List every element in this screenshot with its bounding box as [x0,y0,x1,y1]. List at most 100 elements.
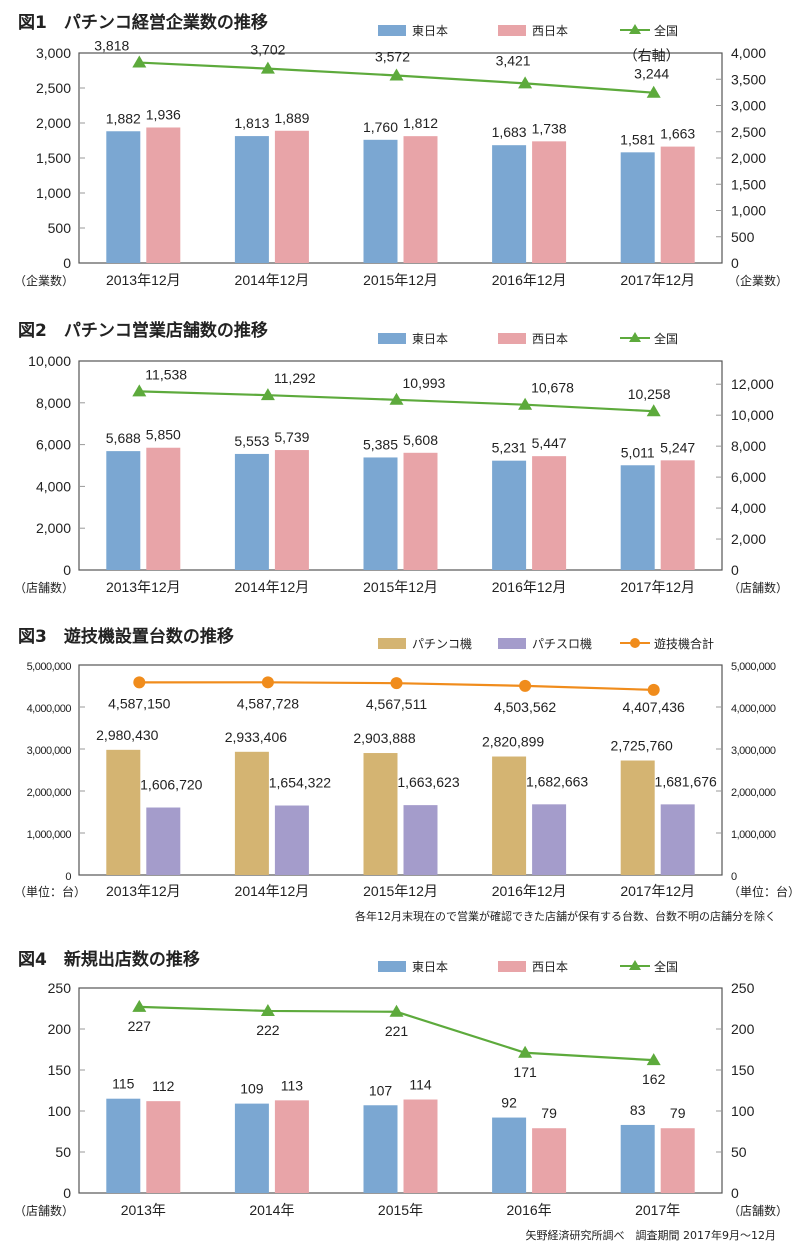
right-tick-label: 2,000,000 [731,787,776,799]
plot-frame [78,360,723,571]
legend-label: 全国 [654,959,678,974]
line-value-label: 162 [642,1071,666,1087]
line-point-triangle [389,1004,404,1017]
right-tick-label: 10,000 [731,407,774,423]
category-label: 2014年12月 [235,272,310,288]
line-point-triangle [132,384,147,397]
legend-label: 西日本 [532,332,568,346]
bar-value-label: 113 [281,1077,304,1093]
category-label: 2016年 [507,1202,552,1218]
legend-item-3: 全国 [620,331,678,346]
right-tick-label: 4,000,000 [731,703,776,715]
legend-swatch [378,638,406,649]
bar-b [403,805,438,875]
bar-b [532,141,567,263]
chart-note: 矢野経済研究所調べ 調査期間 2017年9月～12月 [526,1228,777,1242]
line-value-label: 4,587,728 [237,695,299,711]
y-axis-unit-left: （店舗数） [14,580,74,595]
right-tick-label: 12,000 [731,376,774,392]
left-tick-label: 2,000 [36,520,71,536]
bar-value-label: 2,933,406 [225,729,287,745]
category-label: 2014年12月 [235,579,310,595]
category-label: 2017年12月 [620,272,695,288]
left-tick-label: 500 [48,220,72,236]
line-value-label: 10,258 [628,386,671,402]
bar-value-label: 5,231 [492,440,527,456]
bar-value-label: 1,683 [492,124,527,140]
bar-a [620,1124,655,1193]
bar-value-label: 1,663 [660,126,695,142]
y-axis-unit-right: （単位：台） [728,884,800,899]
left-tick-label: 3,000 [36,45,71,61]
bar-a [106,1098,141,1193]
bar-value-label: 1,682,663 [526,773,588,789]
y-axis-unit-right: （企業数） [728,273,788,288]
bar-value-label: 1,681,676 [655,773,717,789]
plot-frame [78,987,723,1194]
bar-value-label: 5,850 [146,427,181,443]
line-value-label: 11,292 [274,370,316,386]
category-label: 2013年 [121,1202,166,1218]
bar-a [106,451,141,570]
right-tick-label: 2,000 [731,150,766,166]
line-point-triangle [646,85,661,98]
bar-a [106,749,141,875]
bar-value-label: 2,980,430 [96,727,158,743]
bar-b [274,450,309,570]
line-value-label: 3,818 [94,38,129,54]
chart-title: 図4 新規出店数の推移 [18,949,200,970]
bar-value-label: 107 [369,1082,393,1098]
bar-value-label: 1,936 [146,106,181,122]
bar-value-label: 1,581 [620,131,655,147]
chart-title: 図2 パチンコ営業店舗数の推移 [18,320,268,341]
y-axis-unit-right: （店舗数） [728,1203,788,1218]
right-tick-label: 100 [731,1103,755,1119]
bar-value-label: 79 [670,1105,686,1121]
line-value-label: 221 [385,1023,409,1039]
line-value-label: 3,702 [250,42,285,58]
y-axis-unit-right: （店舗数） [728,580,788,595]
category-label: 2013年12月 [106,272,181,288]
bar-a [234,136,269,263]
category-label: 2015年12月 [363,579,438,595]
left-tick-label: 1,000,000 [27,829,72,841]
left-tick-label: 0 [65,871,71,883]
left-tick-label: 100 [48,1103,72,1119]
bar-value-label: 2,820,899 [482,734,544,750]
right-axis-annotation: （右軸） [624,48,680,64]
right-tick-label: 6,000 [731,469,766,485]
left-tick-label: 200 [48,1021,72,1037]
bar-a [234,1103,269,1193]
left-tick-label: 150 [48,1062,72,1078]
bar-value-label: 83 [630,1102,646,1118]
right-tick-label: 0 [731,562,739,578]
right-tick-label: 2,500 [731,124,766,140]
category-label: 2013年12月 [106,883,181,899]
bar-value-label: 79 [541,1105,557,1121]
left-tick-label: 50 [55,1144,71,1160]
left-tick-label: 5,000,000 [27,661,72,673]
chart-title: 図3 遊技機設置台数の推移 [18,626,234,647]
bar-b [146,807,181,875]
legend-label: 西日本 [532,960,568,974]
right-tick-label: 1,000 [731,203,766,219]
legend-item-2: 西日本 [498,24,568,38]
line-point-triangle [646,404,661,417]
y-axis-unit-left: （店舗数） [14,1203,74,1218]
right-tick-label: 1,500 [731,176,766,192]
left-tick-label: 8,000 [36,395,71,411]
left-tick-label: 4,000 [36,478,71,494]
line-point-triangle [260,61,275,74]
right-tick-label: 50 [731,1144,747,1160]
bar-b [660,146,695,263]
left-tick-label: 250 [48,980,72,996]
right-tick-label: 250 [731,980,755,996]
legend-label: 全国 [654,331,678,346]
legend-circle-marker [630,638,640,648]
chart-title: 図1 パチンコ経営企業数の推移 [18,12,268,33]
bar-a [620,760,655,875]
category-label: 2015年 [378,1202,423,1218]
line-value-label: 4,503,562 [494,699,556,715]
line-point-triangle [260,1003,275,1016]
legend-item-1: 東日本 [378,960,448,974]
